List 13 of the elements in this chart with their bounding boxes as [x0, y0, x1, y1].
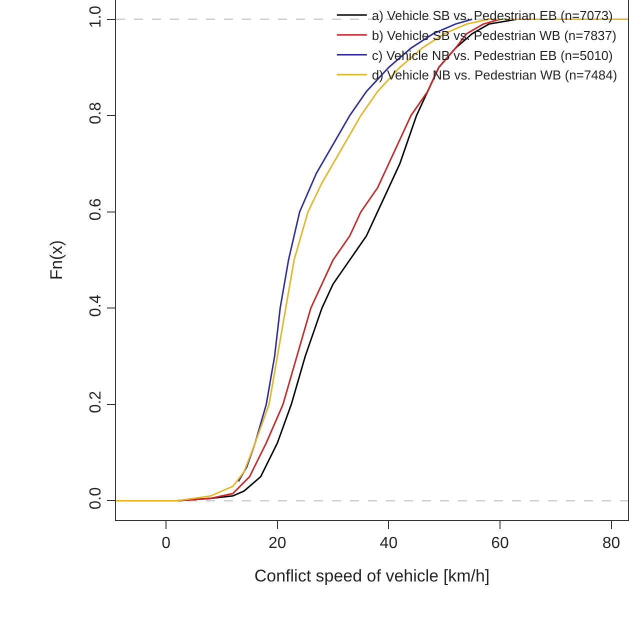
x-tick-label: 0: [162, 535, 171, 552]
y-tick-label: 1.0: [88, 6, 105, 28]
y-axis-title: Fn(x): [47, 240, 66, 280]
y-tick-label: 0.0: [88, 487, 105, 510]
x-axis-title: Conflict speed of vehicle [km/h]: [254, 566, 490, 586]
x-tick-label: 80: [602, 535, 620, 552]
y-tick-label: 0.8: [88, 102, 105, 124]
x-tick-label: 40: [380, 535, 398, 552]
x-tick-label: 20: [268, 535, 286, 552]
y-tick-label: 0.2: [88, 390, 105, 414]
x-tick-label: 60: [491, 535, 509, 552]
y-tick-label: 0.6: [88, 198, 105, 221]
y-tick-label: 0.4: [88, 294, 105, 317]
